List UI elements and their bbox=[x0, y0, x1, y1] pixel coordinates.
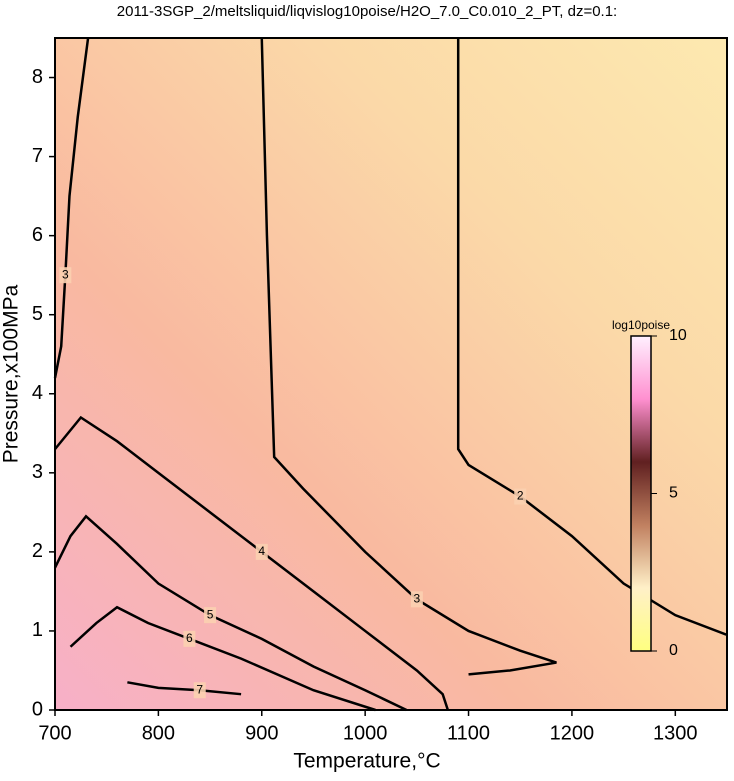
contour-label-bg bbox=[193, 682, 206, 699]
contour-label-bg bbox=[59, 267, 72, 284]
contour-label: 5 bbox=[207, 607, 214, 621]
x-tick-label: 1300 bbox=[653, 722, 698, 744]
chart-title: 2011-3SGP_2/meltsliquid/liqvislog10poise… bbox=[117, 3, 617, 20]
contour-label: 4 bbox=[258, 544, 265, 558]
x-tick-label: 1200 bbox=[550, 722, 595, 744]
x-axis-label: Temperature,°C bbox=[293, 750, 440, 773]
contour-label: 3 bbox=[62, 267, 69, 281]
contour-line bbox=[260, 37, 557, 676]
colorbar-label: log10poise bbox=[612, 318, 670, 332]
contour-label-bg bbox=[255, 543, 268, 560]
colorbar-tick-label: 10 bbox=[669, 327, 687, 344]
x-tick-label: 1100 bbox=[447, 722, 490, 744]
x-tick-label: 1000 bbox=[343, 722, 388, 744]
contour-label-bg bbox=[183, 630, 196, 647]
y-tick-label: 7 bbox=[32, 145, 43, 167]
contour-label: 6 bbox=[186, 631, 193, 645]
x-tick-label: 900 bbox=[245, 722, 278, 744]
y-tick-label: 2 bbox=[32, 540, 43, 562]
y-tick-label: 4 bbox=[32, 382, 43, 404]
colorbar-tick-label: 5 bbox=[669, 485, 678, 502]
y-axis-label: Pressure,x100MPa bbox=[0, 284, 23, 463]
y-tick-label: 1 bbox=[32, 619, 43, 641]
colorbar-tick-label: 0 bbox=[669, 642, 678, 659]
contour-label-bg bbox=[204, 607, 217, 624]
contour-label: 3 bbox=[414, 591, 421, 605]
contour-line bbox=[69, 605, 376, 712]
frame bbox=[54, 37, 728, 711]
colorbar bbox=[630, 335, 652, 652]
y-tick-label: 3 bbox=[32, 461, 43, 483]
contour-label: 2 bbox=[517, 489, 524, 503]
contour-line bbox=[127, 681, 242, 696]
contour-label-bg bbox=[410, 591, 423, 608]
contour-line bbox=[53, 514, 408, 712]
y-tick-label: 6 bbox=[32, 224, 43, 246]
y-tick-label: 8 bbox=[32, 66, 43, 88]
x-tick-label: 800 bbox=[142, 722, 175, 744]
y-tick-label: 5 bbox=[32, 303, 43, 325]
contour-label: 7 bbox=[196, 682, 203, 696]
plot-area bbox=[55, 38, 727, 710]
contour-label-bg bbox=[514, 488, 527, 505]
y-tick-label: 0 bbox=[32, 698, 43, 720]
x-tick-label: 700 bbox=[38, 722, 71, 744]
contour-line bbox=[53, 37, 90, 379]
